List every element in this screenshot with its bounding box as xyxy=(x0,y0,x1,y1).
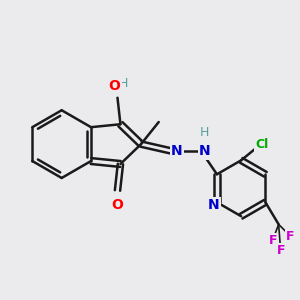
Text: F: F xyxy=(286,230,295,243)
Text: N: N xyxy=(199,145,211,158)
Text: H: H xyxy=(119,76,128,89)
Text: H: H xyxy=(200,126,209,139)
Text: O: O xyxy=(112,198,123,212)
Text: F: F xyxy=(277,244,286,257)
Text: N: N xyxy=(208,198,220,212)
Text: N: N xyxy=(171,145,183,158)
Text: O: O xyxy=(109,79,121,93)
Text: Cl: Cl xyxy=(255,138,268,151)
Text: F: F xyxy=(268,234,277,247)
